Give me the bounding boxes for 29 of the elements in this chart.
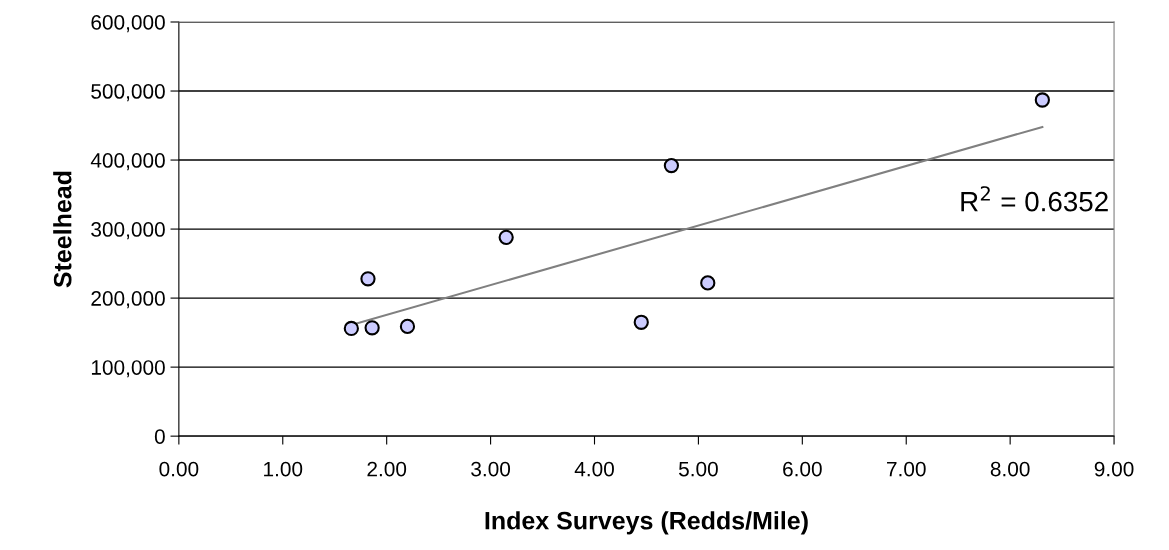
y-axis-title: Steelhead [53, 171, 72, 288]
y-tick-label: 200,000 [91, 291, 165, 309]
x-tick-label: 3.00 [471, 461, 511, 477]
x-tick-label: 0.00 [159, 461, 199, 477]
point [1034, 92, 1050, 108]
x-tick-label: 2.00 [367, 461, 407, 477]
x-tick-label: 1.00 [264, 461, 303, 477]
x-tick-label: 4.00 [574, 461, 614, 477]
point [663, 157, 680, 174]
x-tick-label: 6.00 [783, 461, 822, 477]
x-tick-label: 9.00 [1094, 461, 1134, 477]
point [399, 318, 416, 335]
y-tick-label: 300,000 [91, 222, 165, 240]
point [633, 314, 649, 330]
annotation: R$^{2}$ = 0.6352 [961, 186, 1108, 212]
point [343, 320, 359, 337]
point [700, 275, 716, 291]
x-tick-label: 5.00 [678, 461, 718, 477]
y-tick-label: 0 [154, 429, 165, 444]
y-tick-label: 400,000 [90, 153, 165, 171]
point [364, 320, 380, 336]
x-tick-label: 7.00 [887, 461, 926, 477]
point [360, 271, 376, 287]
point [498, 229, 514, 245]
y-tick-label: 500,000 [91, 84, 165, 102]
x-tick-label: 8.00 [990, 461, 1030, 477]
y-tick-label: 600,000 [91, 15, 165, 33]
y-tick-label: 100,000 [91, 360, 165, 378]
x-axis-title: Index Surveys (Redds/Mile) [485, 511, 808, 535]
